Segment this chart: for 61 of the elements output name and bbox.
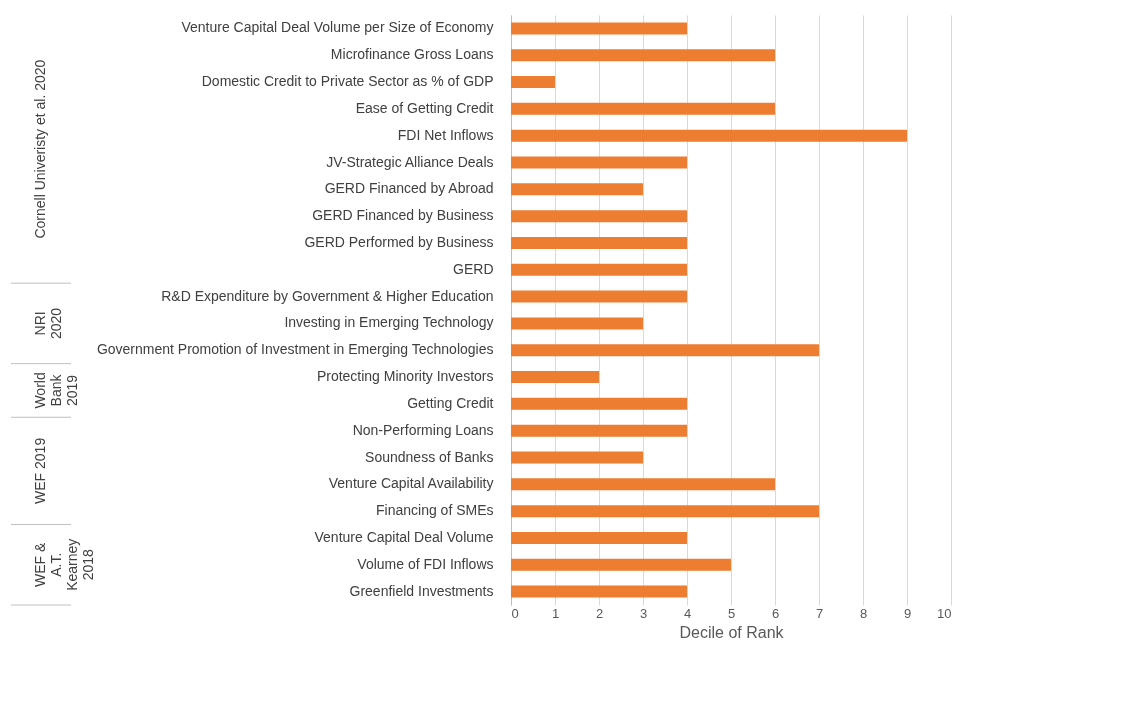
bar bbox=[511, 236, 687, 249]
y-tick-label: R&D Expenditure by Government & Higher Education bbox=[161, 287, 494, 304]
x-tick-label: 0 bbox=[511, 605, 519, 621]
y-tick-label: Domestic Credit to Private Sector as % of GDP bbox=[201, 73, 494, 90]
y-tick-label: Volume of FDI Inflows bbox=[357, 555, 494, 572]
y-tick-label: JV-Strategic Alliance Deals bbox=[326, 153, 494, 170]
bar bbox=[511, 424, 687, 437]
y-tick-label: GERD Financed by Abroad bbox=[324, 180, 494, 197]
bar bbox=[511, 156, 687, 169]
y-tick-label: Greenfield Investments bbox=[349, 582, 494, 599]
text: NRI 2020 bbox=[32, 307, 64, 339]
y-tick-label: Venture Capital Deal Volume bbox=[314, 528, 494, 545]
bar bbox=[511, 317, 643, 330]
bar bbox=[511, 129, 907, 142]
y-tick-label: Ease of Getting Credit bbox=[355, 99, 494, 116]
bar bbox=[511, 49, 775, 62]
x-tick-label: 10 bbox=[937, 605, 952, 621]
text: WEF 2019 bbox=[32, 437, 48, 504]
y-tick-label: Non-Performing Loans bbox=[352, 421, 494, 438]
bar bbox=[511, 585, 687, 598]
bar bbox=[511, 76, 555, 89]
x-tick-label: 1 bbox=[551, 605, 560, 621]
y-tick-label: Venture Capital Deal Volume per Size of Economy bbox=[181, 19, 494, 36]
bar bbox=[511, 478, 775, 491]
x-tick-label: 3 bbox=[639, 605, 648, 621]
y-tick-label: Protecting Minority Investors bbox=[316, 368, 494, 385]
bar bbox=[511, 102, 775, 115]
x-tick-label: 7 bbox=[815, 605, 824, 621]
bar bbox=[511, 451, 643, 464]
bar bbox=[511, 558, 731, 571]
y-tick-label: Government Promotion of Investment in Emerging Technologies bbox=[96, 341, 494, 358]
y-tick-label: FDI Net Inflows bbox=[397, 126, 494, 143]
bar bbox=[511, 397, 687, 410]
y-tick-label: GERD bbox=[453, 260, 494, 277]
bar bbox=[511, 290, 687, 303]
y-tick-label: Microfinance Gross Loans bbox=[330, 46, 494, 63]
text: Cornell Univeristy et al. 2020 bbox=[32, 59, 48, 239]
bar bbox=[511, 210, 687, 223]
bar bbox=[511, 371, 599, 384]
text: WEF & A.T. Kearney 2018 bbox=[32, 538, 96, 591]
x-tick-label: 4 bbox=[683, 605, 692, 621]
x-axis-title: Decile of Rank bbox=[679, 623, 785, 641]
y-tick-label: GERD Financed by Business bbox=[312, 207, 494, 224]
bar bbox=[511, 505, 819, 518]
y-tick-label: Getting Credit bbox=[407, 394, 494, 411]
x-tick-label: 5 bbox=[727, 605, 736, 621]
bar bbox=[511, 531, 687, 544]
bar bbox=[511, 183, 643, 196]
y-tick-label: Venture Capital Availability bbox=[328, 475, 494, 492]
y-tick-label: Soundness of Banks bbox=[365, 448, 494, 465]
text: World Bank 2019 bbox=[32, 372, 80, 409]
y-tick-label: GERD Performed by Business bbox=[304, 233, 494, 250]
bar bbox=[511, 22, 687, 35]
bar bbox=[511, 263, 687, 276]
x-tick-label: 6 bbox=[771, 605, 780, 621]
y-tick-label: Financing of SMEs bbox=[376, 502, 494, 519]
y-tick-label: Investing in Emerging Technology bbox=[284, 314, 494, 331]
x-tick-label: 2 bbox=[595, 605, 604, 621]
x-tick-label: 9 bbox=[903, 605, 912, 621]
bar bbox=[511, 344, 819, 357]
x-tick-label: 8 bbox=[859, 605, 868, 621]
